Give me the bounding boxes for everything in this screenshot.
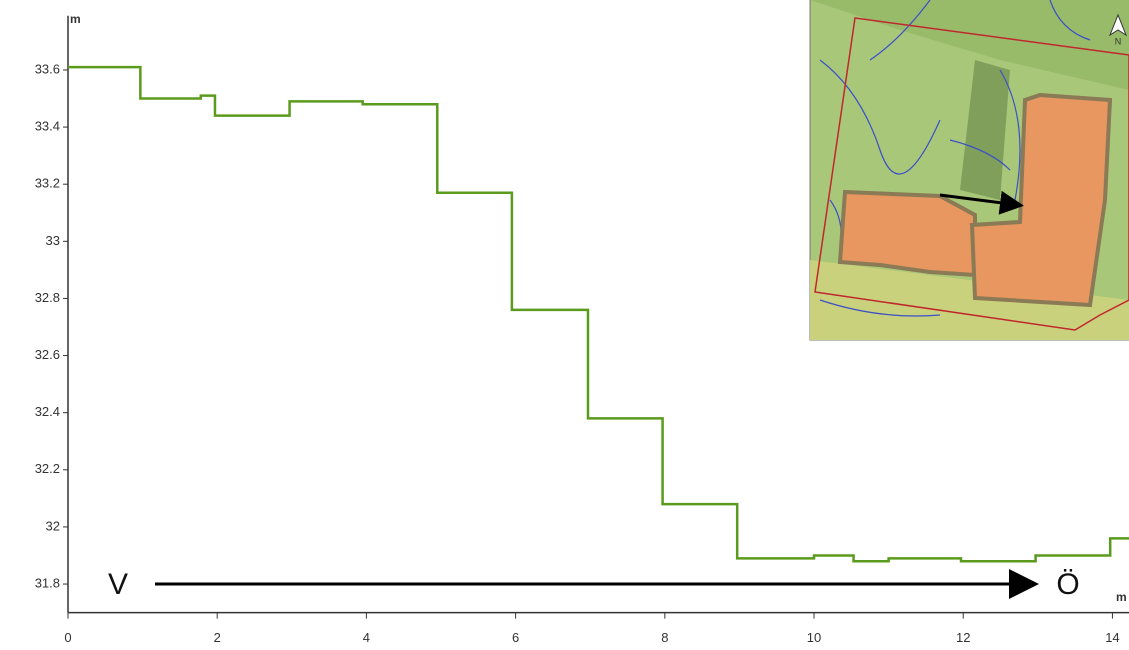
- y-tick-label: 32.2: [35, 461, 60, 476]
- chart: 31.8 32 32.2 32.4 32.6 32.8 33 33.2 33.4 33.6 0 2 4 6…: [0, 0, 1129, 650]
- y-tick-label: 32.4: [35, 404, 60, 419]
- x-axis-unit: m: [1116, 590, 1127, 604]
- y-axis-unit: m: [70, 12, 81, 26]
- y-tick-label: 33.2: [35, 176, 60, 191]
- x-tick-label: 4: [363, 630, 370, 645]
- start-label: V: [108, 568, 128, 601]
- y-tick-label: 32: [46, 518, 60, 533]
- end-label: Ö: [1056, 568, 1079, 601]
- y-tick-label: 32.6: [35, 347, 60, 362]
- north-label: N: [1115, 36, 1122, 46]
- x-tick-label: 2: [214, 630, 221, 645]
- x-tick-label: 14: [1105, 630, 1119, 645]
- y-tick-label: 33: [46, 233, 60, 248]
- map-building: [840, 192, 975, 275]
- x-tick-label: 8: [661, 630, 668, 645]
- y-tick-label: 32.8: [35, 290, 60, 305]
- y-tick-label: 33.4: [35, 119, 60, 134]
- x-tick-label: 12: [956, 630, 970, 645]
- x-tick-label: 0: [64, 630, 71, 645]
- y-tick-label: 33.6: [35, 61, 60, 76]
- x-tick-label: 10: [807, 630, 821, 645]
- map-inset: N: [810, 0, 1129, 340]
- y-tick-label: 31.8: [35, 575, 60, 590]
- x-tick-label: 6: [512, 630, 519, 645]
